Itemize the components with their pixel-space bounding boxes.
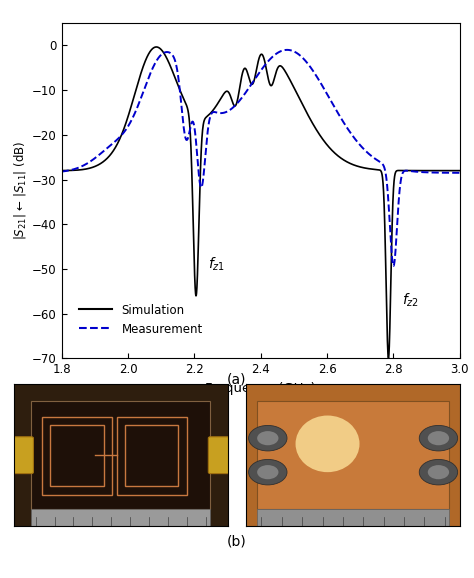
FancyBboxPatch shape — [8, 437, 33, 473]
Bar — [31, 509, 210, 526]
Legend: Simulation, Measurement: Simulation, Measurement — [75, 300, 206, 339]
Text: $f_{z1}$: $f_{z1}$ — [208, 255, 225, 273]
FancyBboxPatch shape — [208, 437, 234, 473]
Bar — [31, 401, 210, 509]
Bar — [257, 401, 449, 509]
Circle shape — [428, 465, 449, 479]
X-axis label: Frequency (GHz): Frequency (GHz) — [205, 382, 316, 395]
Bar — [125, 425, 178, 486]
Circle shape — [257, 465, 279, 479]
Circle shape — [248, 460, 287, 485]
Circle shape — [257, 431, 279, 445]
Bar — [117, 417, 187, 495]
Text: $f_{z2}$: $f_{z2}$ — [402, 291, 419, 309]
Circle shape — [248, 425, 287, 451]
Bar — [50, 425, 104, 486]
Circle shape — [419, 460, 457, 485]
Text: (b): (b) — [227, 535, 247, 549]
Text: (a): (a) — [227, 373, 247, 387]
Bar — [42, 417, 112, 495]
Y-axis label: $|S_{21}|$ ← $|S_{11}|$ (dB): $|S_{21}|$ ← $|S_{11}|$ (dB) — [12, 141, 28, 240]
Bar — [257, 509, 449, 526]
Circle shape — [419, 425, 457, 451]
Ellipse shape — [296, 416, 359, 472]
Circle shape — [428, 431, 449, 445]
